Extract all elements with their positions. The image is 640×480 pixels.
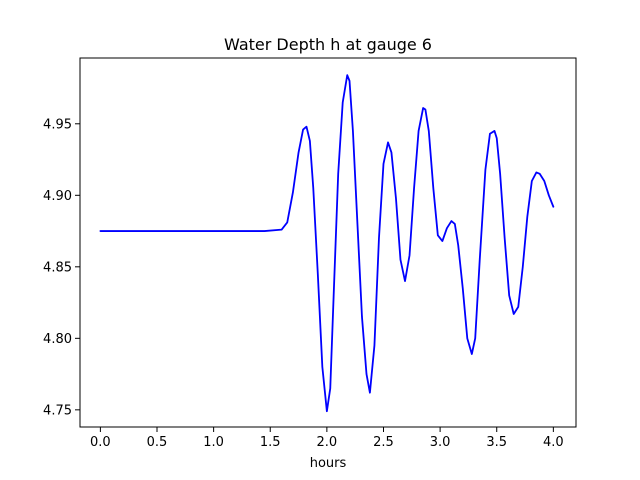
x-tick-label: 0.0	[90, 435, 111, 450]
axes-frame	[79, 57, 577, 428]
y-tick-label: 4.95	[43, 117, 72, 132]
x-tick-label: 3.0	[430, 435, 451, 450]
x-tick-label: 1.5	[260, 435, 281, 450]
x-tick-label: 1.0	[203, 435, 224, 450]
y-tick-label: 4.75	[43, 403, 72, 418]
y-tick-label: 4.90	[43, 189, 72, 204]
x-axis-label: hours	[310, 456, 347, 471]
y-tick-label: 4.85	[43, 260, 72, 275]
series-line-0	[99, 74, 555, 413]
y-tick-label: 4.80	[43, 332, 72, 347]
x-tick-label: 2.5	[373, 435, 394, 450]
x-tick-label: 3.5	[486, 435, 507, 450]
x-tick-label: 2.0	[317, 435, 338, 450]
x-tick-label: 0.5	[147, 435, 168, 450]
chart-title: Water Depth h at gauge 6	[224, 35, 432, 54]
x-tick-label: 4.0	[543, 435, 564, 450]
plot-area: 0.0 0.5 1.0 1.5 2.0 2.5 3.0 3.5 4.0 4.75 4.80 4.85 4…	[43, 57, 577, 450]
